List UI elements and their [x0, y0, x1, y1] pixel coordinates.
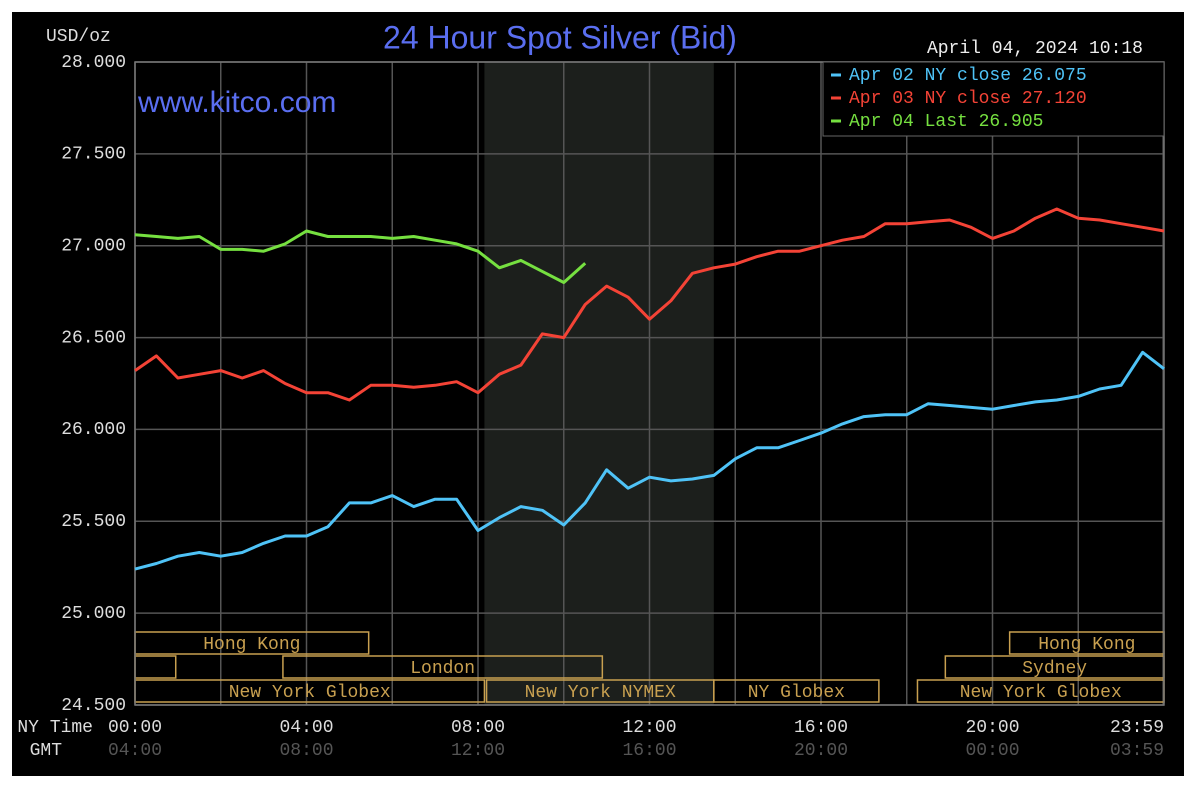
watermark: www.kitco.com — [137, 86, 336, 119]
x-tick-label: 04:00 — [279, 718, 333, 738]
session-label: Hong Kong — [1038, 635, 1135, 655]
chart-title: 24 Hour Spot Silver (Bid) — [383, 19, 737, 55]
series-line — [134, 350, 1165, 571]
session-label: Sydney — [1022, 659, 1087, 679]
session-label: Hong Kong — [203, 635, 300, 655]
session-box — [282, 655, 604, 679]
y-tick-label: 25.500 — [61, 512, 126, 532]
x-tick-label: 08:00 — [451, 718, 505, 738]
y-tick-label: 27.500 — [61, 145, 126, 165]
x2-tick-label: 04:00 — [108, 741, 162, 761]
session-label: New York NYMEX — [525, 683, 676, 703]
x-tick-label: 23:59 — [1110, 718, 1164, 738]
x2-tick-label: 12:00 — [451, 741, 505, 761]
y-tick-label: 27.000 — [61, 236, 126, 256]
y-tick-label: 26.000 — [61, 420, 126, 440]
x2-tick-label: 20:00 — [794, 741, 848, 761]
y-axis-label: USD/oz — [46, 27, 111, 47]
session-shade — [484, 62, 714, 705]
x2-tick-label: 08:00 — [279, 741, 333, 761]
x-axis-label: NY Time — [17, 718, 93, 738]
x-tick-label: 16:00 — [794, 718, 848, 738]
y-tick-label: 26.500 — [61, 328, 126, 348]
legend-label: Apr 03 NY close 27.120 — [849, 89, 1087, 109]
plot-frame — [134, 61, 1165, 706]
series-line — [134, 229, 587, 284]
session-label: New York Globex — [960, 683, 1122, 703]
session-box — [713, 679, 880, 703]
x-tick-label: 00:00 — [108, 718, 162, 738]
x2-tick-label: 16:00 — [622, 741, 676, 761]
legend-label: Apr 02 NY close 26.075 — [849, 66, 1087, 86]
y-tick-label: 28.000 — [61, 53, 126, 73]
series-line — [134, 207, 1165, 402]
x-tick-label: 20:00 — [965, 718, 1019, 738]
x2-axis-label: GMT — [30, 741, 63, 761]
x2-tick-label: 03:59 — [1110, 741, 1164, 761]
session-label: New York Globex — [229, 683, 391, 703]
legend-box — [822, 61, 1165, 137]
x2-tick-label: 00:00 — [965, 741, 1019, 761]
x-tick-label: 12:00 — [622, 718, 676, 738]
y-tick-label: 25.000 — [61, 604, 126, 624]
timestamp: April 04, 2024 10:18 — [927, 39, 1143, 59]
session-label: NY Globex — [748, 683, 845, 703]
y-tick-label: 24.500 — [61, 696, 126, 716]
session-label: London — [410, 659, 475, 679]
legend-label: Apr 04 Last 26.905 — [849, 112, 1043, 132]
